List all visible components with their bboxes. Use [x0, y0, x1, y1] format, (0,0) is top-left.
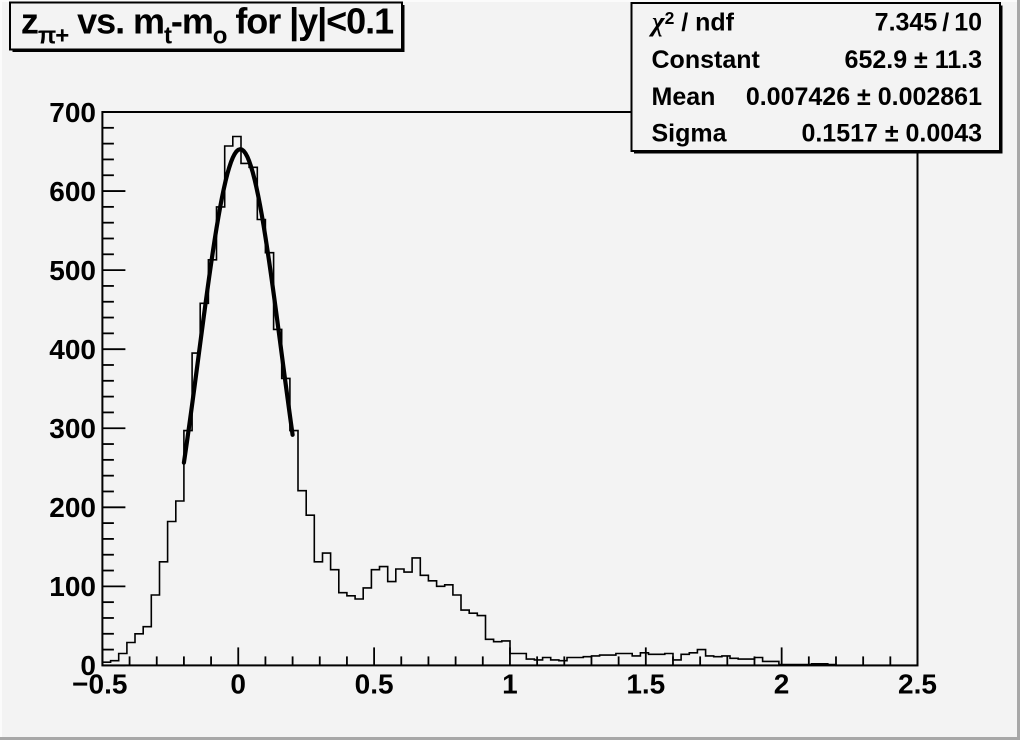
svg-text:400: 400 — [49, 334, 96, 365]
svg-text:χ2 / ndf: χ2 / ndf — [648, 7, 735, 37]
svg-text:200: 200 — [49, 492, 96, 523]
svg-text:500: 500 — [49, 255, 96, 286]
svg-text:−0.5: −0.5 — [72, 669, 127, 700]
svg-text:2: 2 — [774, 669, 790, 700]
svg-text:zπ+ vs. mt-mo for |y|<0.1: zπ+ vs. mt-mo for |y|<0.1 — [21, 1, 394, 50]
svg-text:0.5: 0.5 — [355, 669, 394, 700]
svg-text:600: 600 — [49, 176, 96, 207]
svg-text:Constant: Constant — [652, 46, 761, 74]
svg-text:0: 0 — [80, 650, 96, 681]
svg-text:0.1517 ± 0.0043: 0.1517 ± 0.0043 — [801, 120, 982, 148]
svg-text:0: 0 — [230, 669, 246, 700]
svg-text:700: 700 — [49, 97, 96, 128]
svg-text:2.5: 2.5 — [898, 669, 937, 700]
svg-text:1: 1 — [502, 669, 518, 700]
svg-text:Mean: Mean — [652, 83, 716, 111]
svg-text:0.007426 ± 0.002861: 0.007426 ± 0.002861 — [746, 83, 982, 111]
svg-text:Sigma: Sigma — [652, 120, 728, 148]
svg-text:652.9 ± 11.3: 652.9 ± 11.3 — [845, 46, 982, 74]
svg-text:100: 100 — [49, 571, 96, 602]
svg-text:7.345 / 10: 7.345 / 10 — [875, 9, 982, 37]
svg-text:1.5: 1.5 — [626, 669, 665, 700]
svg-text:300: 300 — [49, 413, 96, 444]
